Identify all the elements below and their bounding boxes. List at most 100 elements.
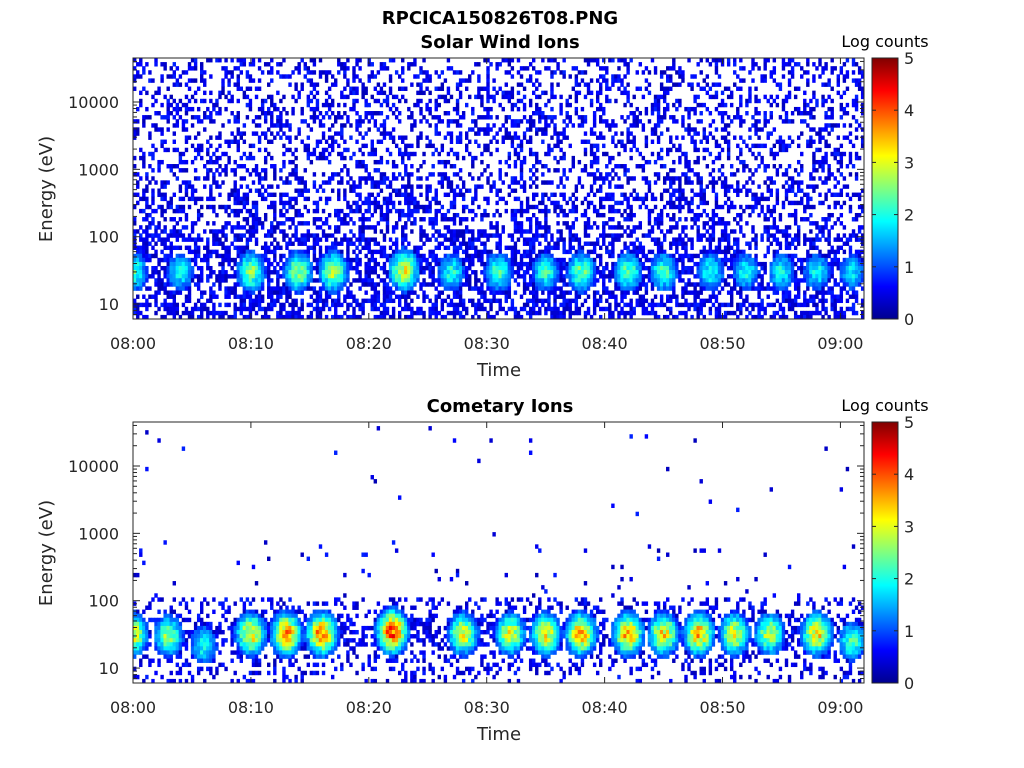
heat-cell (382, 282, 387, 287)
heat-cell (501, 282, 505, 287)
heat-cell (571, 233, 575, 238)
heat-cell (251, 200, 256, 206)
heat-cell (544, 217, 548, 222)
heat-cell (139, 176, 143, 181)
heat-cell (528, 245, 533, 251)
heat-cell (340, 135, 344, 140)
heat-cell (656, 111, 661, 116)
heat-cell (337, 257, 341, 263)
heat-cell (653, 302, 658, 308)
heat-cell (190, 237, 195, 242)
heat-cell (437, 274, 441, 279)
heat-cell (538, 119, 542, 124)
heat-cell (617, 310, 621, 316)
heat-cell (592, 131, 597, 136)
heat-cell (452, 257, 457, 263)
heat-cell (282, 237, 286, 242)
heat-cell (489, 62, 493, 67)
heat-cell (489, 270, 493, 275)
heat-cell (644, 253, 649, 259)
heat-cell (599, 188, 603, 193)
heat-cell (614, 265, 618, 271)
heat-cell (297, 314, 301, 320)
heat-cell (434, 294, 438, 299)
heat-cell (562, 58, 566, 63)
heat-cell (312, 62, 317, 67)
heat-cell (528, 176, 533, 181)
heat-cell (270, 58, 274, 63)
heat-cell (242, 274, 247, 279)
heat-cell (239, 274, 243, 279)
heat-cell (455, 184, 460, 189)
heat-cell (212, 310, 216, 316)
heat-cell (133, 298, 137, 304)
heat-cell (474, 139, 478, 144)
heat-cell (394, 294, 399, 299)
heat-cell (605, 123, 609, 128)
heat-cell (251, 278, 256, 283)
heat-cell (599, 115, 603, 120)
heat-cell (580, 270, 585, 275)
heat-cell (178, 208, 183, 214)
heat-cell (285, 147, 289, 153)
heat-cell (324, 217, 329, 222)
heat-cell (510, 212, 515, 218)
heat-cell (349, 208, 353, 214)
heat-cell (288, 217, 292, 222)
heat-cell (565, 261, 569, 267)
heat-cell (513, 261, 518, 267)
heat-cell (638, 261, 643, 267)
heat-cell (221, 310, 225, 316)
heat-cell (166, 115, 170, 120)
heat-cell (595, 253, 600, 259)
heat-cell (178, 168, 183, 173)
heat-cell (562, 74, 566, 79)
heat-cell (620, 212, 624, 218)
heat-cell (315, 208, 320, 214)
heat-cell (270, 184, 274, 189)
heat-cell (571, 257, 575, 263)
heat-cell (379, 62, 384, 67)
heat-cell (401, 139, 405, 144)
heat-cell (647, 257, 652, 263)
heat-cell (327, 127, 332, 132)
heat-cell (586, 294, 591, 299)
heat-cell (394, 176, 399, 181)
heat-cell (413, 62, 417, 67)
heat-cell (632, 278, 636, 283)
heat-cell (638, 270, 643, 275)
heat-cell (361, 306, 365, 312)
heat-cell (288, 282, 292, 287)
heat-cell (294, 188, 298, 193)
heat-cell (437, 74, 441, 79)
heat-cell (184, 225, 189, 230)
heat-cell (340, 208, 344, 214)
heat-cell (608, 184, 612, 189)
heat-cell (650, 102, 655, 108)
heat-cell (370, 225, 374, 230)
heat-cell (385, 159, 390, 165)
heat-cell (614, 208, 618, 214)
heat-cell (285, 119, 289, 124)
heat-cell (626, 62, 630, 67)
heat-cell (407, 212, 411, 218)
heat-cell (449, 184, 454, 189)
heat-cell (291, 70, 295, 75)
heat-cell (382, 123, 387, 128)
heat-cell (446, 274, 451, 279)
heat-cell (413, 253, 417, 259)
heat-cell (535, 225, 539, 230)
heat-cell (644, 192, 649, 198)
heat-cell (501, 90, 505, 96)
heat-cell (620, 58, 624, 63)
heat-cell (629, 58, 633, 63)
heat-cell (477, 302, 481, 308)
heat-cell (172, 82, 176, 87)
heat-cell (267, 314, 271, 320)
heat-cell (346, 241, 350, 246)
heat-cell (483, 306, 487, 312)
heat-cell (263, 115, 268, 120)
heat-cell (559, 270, 563, 275)
heat-cell (254, 225, 259, 230)
heat-cell (632, 241, 636, 246)
